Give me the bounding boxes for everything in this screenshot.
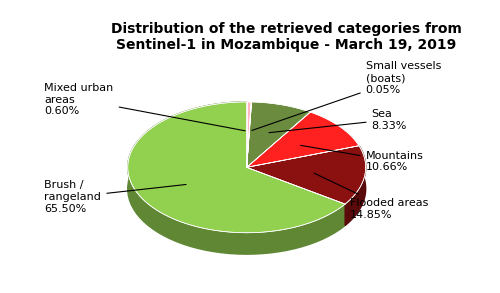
Text: Distribution of the retrieved categories from
Sentinel-1 in Mozambique - March 1: Distribution of the retrieved categories… (110, 22, 462, 52)
Text: Sea
8.33%: Sea 8.33% (269, 109, 407, 133)
Polygon shape (128, 102, 345, 254)
Polygon shape (246, 102, 252, 167)
Text: Mountains
10.66%: Mountains 10.66% (300, 145, 424, 172)
Text: Flooded areas
14.85%: Flooded areas 14.85% (314, 173, 428, 220)
Polygon shape (246, 102, 310, 167)
Text: Mixed urban
areas
0.60%: Mixed urban areas 0.60% (44, 83, 245, 131)
Polygon shape (246, 146, 366, 204)
Text: Small vessels
(boats)
0.05%: Small vessels (boats) 0.05% (252, 62, 441, 130)
Polygon shape (246, 112, 359, 167)
Polygon shape (246, 102, 251, 167)
Polygon shape (345, 146, 366, 226)
Polygon shape (128, 102, 345, 233)
Text: Brush /
rangeland
65.50%: Brush / rangeland 65.50% (44, 180, 186, 214)
